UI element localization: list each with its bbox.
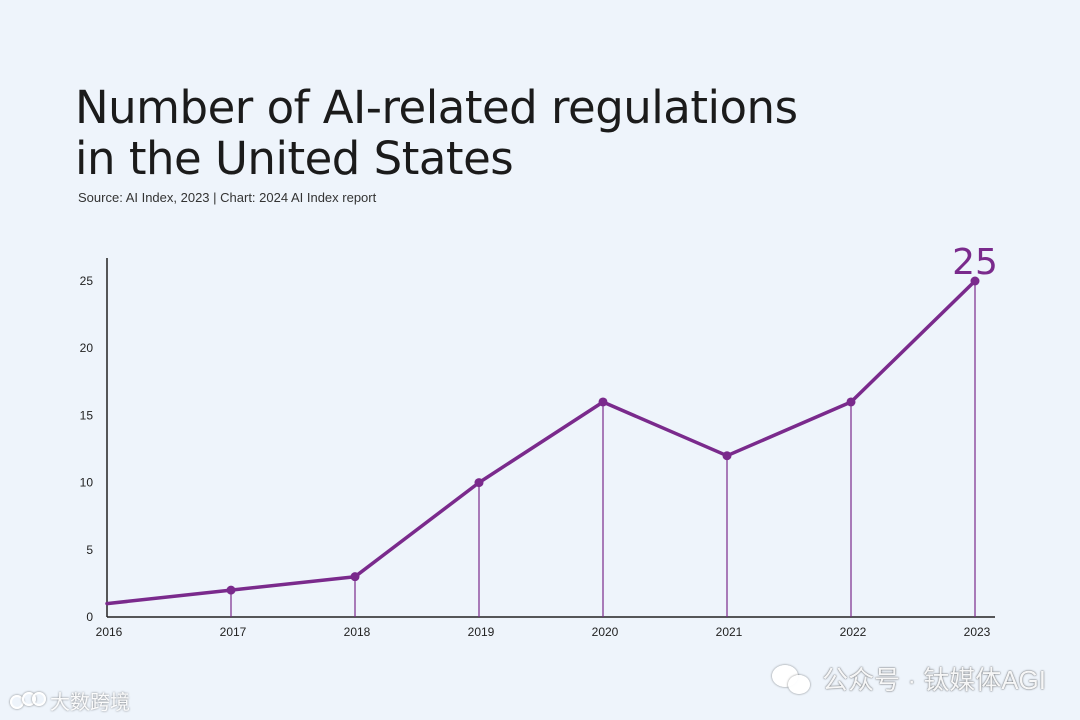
x-tick-label: 2018	[344, 625, 371, 639]
watermark: 公众号 · 钛媒体AGI	[772, 660, 1046, 697]
x-tick-label: 2017	[220, 625, 247, 639]
x-tick-label: 2022	[840, 625, 867, 639]
brand-logo-icon	[10, 690, 46, 712]
chart-title: Number of AI-related regulations in the …	[75, 82, 798, 184]
y-tick-label: 15	[80, 408, 94, 422]
series-line	[105, 279, 977, 606]
chart-title-line-2: in the United States	[75, 132, 514, 185]
watermark-text: 公众号 · 钛媒体AGI	[822, 665, 1046, 695]
data-label: 25	[952, 242, 998, 283]
chart-source: Source: AI Index, 2023 | Chart: 2024 AI …	[78, 190, 377, 205]
corner-brand: 大数跨境	[10, 686, 130, 715]
y-tick-label: 20	[80, 341, 94, 355]
data-point	[598, 397, 608, 407]
corner-brand-text: 大数跨境	[50, 692, 130, 714]
data-point	[474, 478, 484, 488]
data-point	[350, 572, 360, 582]
data-point	[226, 585, 236, 595]
y-tick-label: 25	[80, 274, 94, 288]
x-tick-label: 2020	[592, 625, 619, 639]
data-point	[846, 397, 856, 407]
y-tick-label: 0	[86, 610, 93, 624]
x-tick-label: 2021	[716, 625, 743, 639]
wechat-icon	[772, 663, 812, 695]
x-tick-label: 2019	[468, 625, 495, 639]
data-point	[970, 276, 980, 286]
x-tick-label: 2023	[964, 625, 991, 639]
y-tick-label: 10	[80, 476, 94, 490]
x-tick-label: 2016	[96, 625, 123, 639]
y-tick-label: 5	[86, 543, 93, 557]
data-point	[722, 451, 732, 461]
chart-title-line-1: Number of AI-related regulations	[75, 81, 798, 134]
